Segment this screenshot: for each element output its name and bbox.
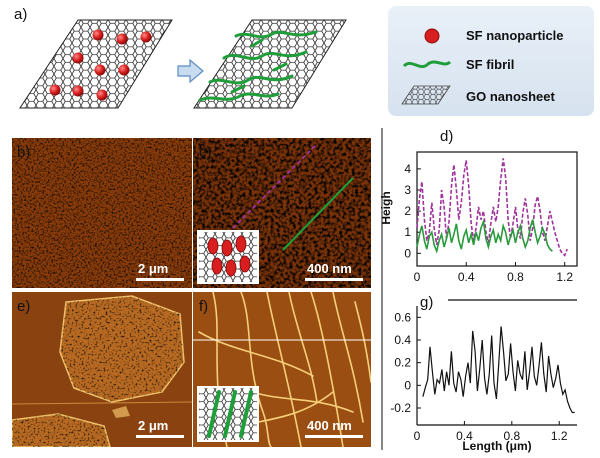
panel-label-a: a) [14,6,28,23]
panel-label-f: f) [199,298,209,315]
schematic-svg [19,19,347,109]
chart-d-ytick-label: 4 [404,162,411,176]
legend-nanosheet-icon [401,85,451,105]
scale-bar-c [305,278,363,281]
afm-image-b: 2 μm [12,138,192,288]
scale-label-f: 400 nm [307,418,352,433]
chart-d-xtick-label: 0.8 [507,270,524,284]
chart-g-xtick-label: 0 [414,429,421,443]
chart-d-xtick-label: 0 [414,270,421,284]
chart-d-ytick-label: 1 [404,225,411,239]
sf-nanoparticles [49,29,152,101]
chart-d-frame [416,151,578,267]
chart-g-ytick-label: 0.2 [394,356,411,370]
chart-g-ytick-label: 0.4 [394,333,411,347]
transform-arrow [177,58,204,84]
chart-g-ytick-label: 0 [404,378,411,392]
scale-label-c: 400 nm [307,261,352,276]
chart-g-series [422,326,575,414]
panel-label-d: d) [440,128,454,145]
chart-g-xtick-label: 0.8 [503,429,520,443]
chart-d-xtick-label: 0.4 [458,270,475,284]
chart-d-ylabel: Heigh [379,191,393,224]
panel-label-g: g) [420,294,434,311]
chart-g-ytick-label: 0.6 [394,310,411,324]
chart-d-series-dashed [416,158,568,257]
chart-d-ytick-label: 2 [404,204,411,218]
afm-image-c: 400 nm [193,138,371,288]
panel-a-schematic: a) [0,0,385,128]
legend-fibril-label: SF fibril [466,57,515,72]
legend-nanoparticle-label: SF nanoparticle [466,28,564,43]
chart-d-ytick-label: 0 [404,246,411,260]
afm-image-f: 400 nm [193,292,371,447]
legend-nanoparticle-icon [424,28,440,44]
panel-label-c: c) [199,144,212,161]
scale-bar-e [136,435,184,438]
legend-nanosheet-label: GO nanosheet [466,89,555,104]
panel-label-e: e) [17,298,31,315]
scale-label-b: 2 μm [138,261,169,276]
legend-fibril-icon [402,60,452,69]
scale-bar-b [136,278,184,281]
scale-bar-f [305,435,363,438]
legend-box: SF nanoparticle SF fibril GO nanosheet [388,6,594,116]
chart-g-xtick-label: 1.2 [551,429,568,443]
panel-label-b: b) [17,144,31,161]
chart-g-ytick-label: -0.2 [390,401,411,415]
chart-g-xtick-label: 0.4 [456,429,473,443]
chart-d-ytick-label: 3 [404,183,411,197]
go-sheet-right [193,19,347,109]
inset-c [197,230,259,284]
chart-d-xtick-label: 1.2 [556,270,573,284]
afm-image-e: 2 μm [12,292,192,447]
inset-f [197,386,259,442]
chart-d-series-solid [416,218,553,254]
chart-g-xlabel: Length (μm) [462,439,531,453]
sf-fibrils [198,30,318,102]
scale-label-e: 2 μm [138,418,169,433]
